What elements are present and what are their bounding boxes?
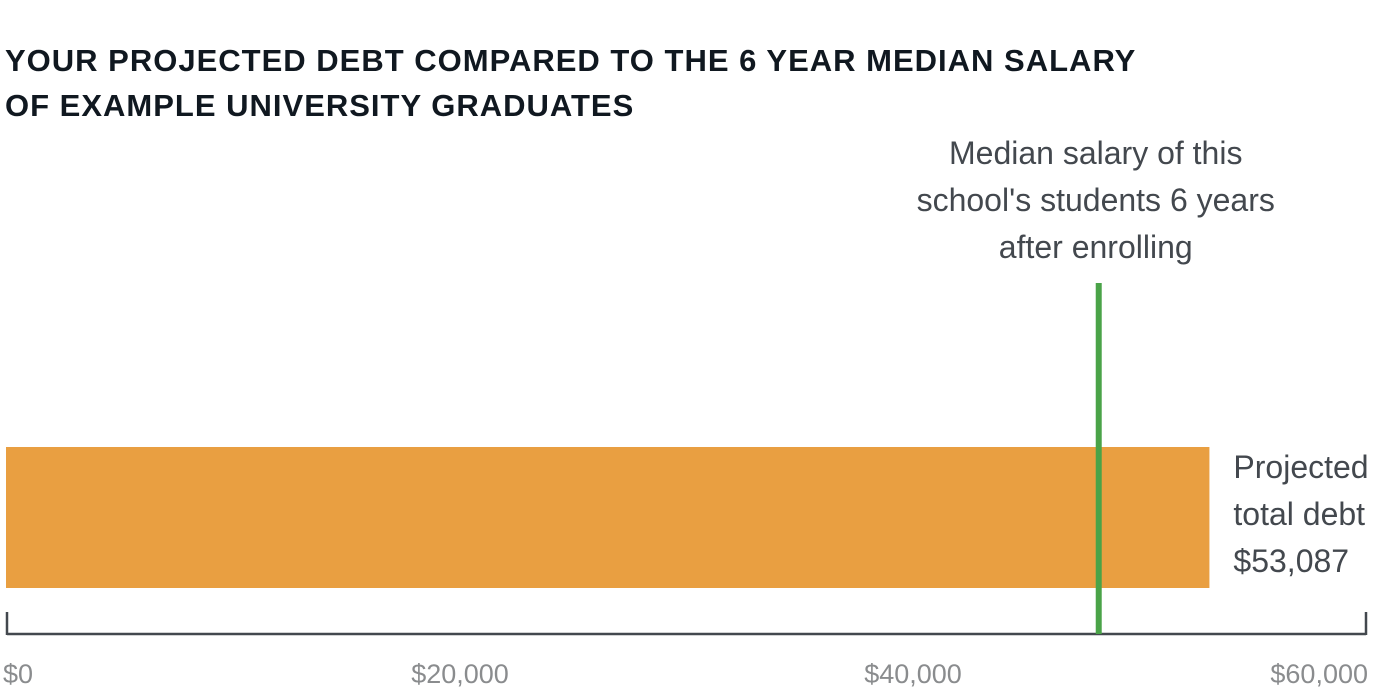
median-salary-label-line-2: school's students 6 years bbox=[917, 182, 1275, 218]
median-salary-label-line-3: after enrolling bbox=[999, 229, 1193, 265]
chart-title-line-2: OF EXAMPLE UNIVERSITY GRADUATES bbox=[5, 88, 635, 123]
bar-label-line-1: Projected bbox=[1233, 449, 1368, 485]
bar-projected-debt bbox=[6, 447, 1210, 588]
bar-label-line-3: $53,087 bbox=[1233, 543, 1349, 579]
chart-title-line-1: YOUR PROJECTED DEBT COMPARED TO THE 6 YE… bbox=[5, 43, 1137, 78]
x-tick-label: $60,000 bbox=[1270, 659, 1368, 688]
x-tick-label: $0 bbox=[3, 659, 33, 688]
median-salary-label-line-1: Median salary of this bbox=[949, 135, 1242, 171]
bar-label-line-2: total debt bbox=[1233, 496, 1365, 532]
x-tick-label: $20,000 bbox=[411, 659, 509, 688]
chart-title: YOUR PROJECTED DEBT COMPARED TO THE 6 YE… bbox=[5, 38, 1305, 128]
x-tick-label: $40,000 bbox=[864, 659, 962, 688]
